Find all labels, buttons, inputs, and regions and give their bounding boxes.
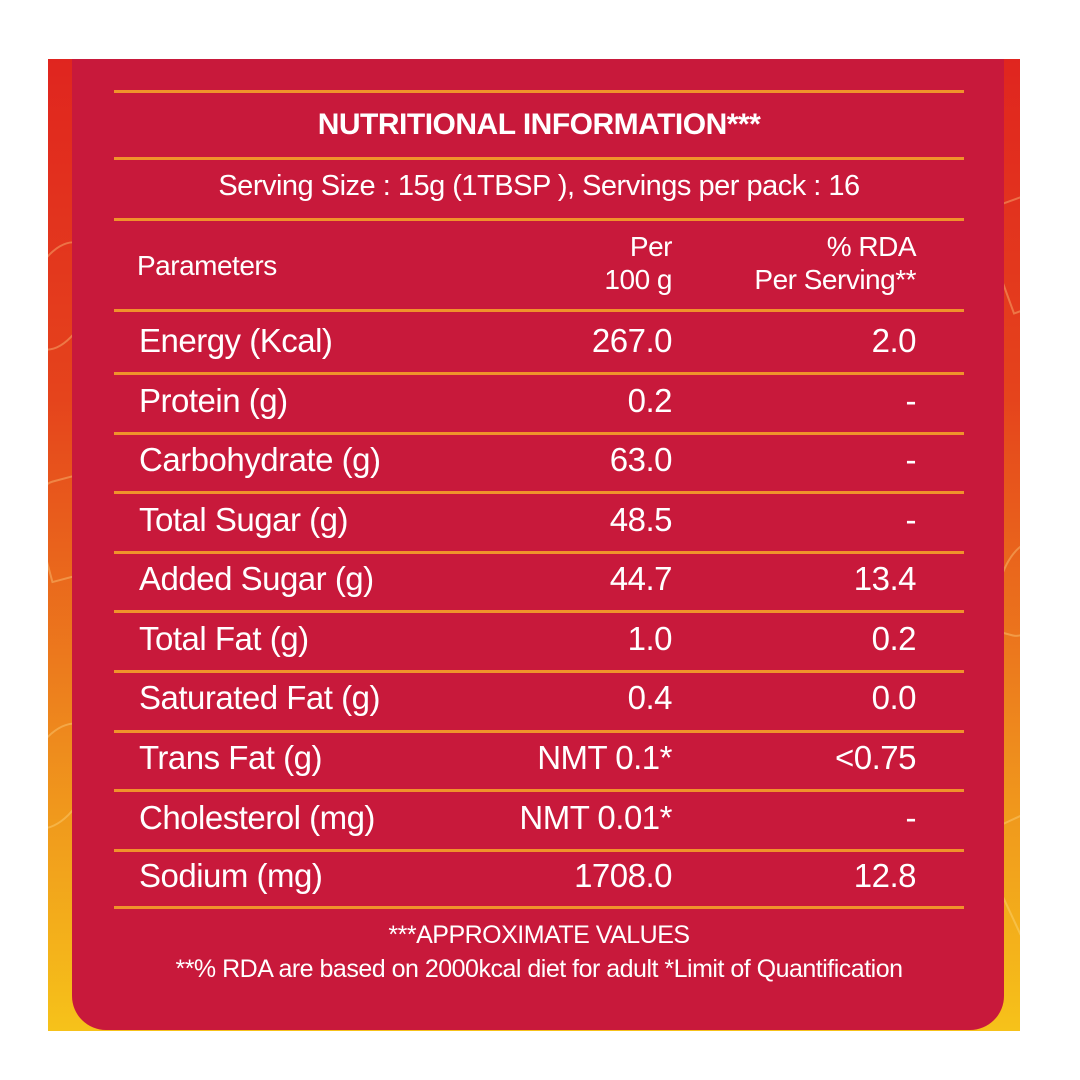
header-per-line2: 100 g — [604, 264, 672, 295]
row-total-fat-per100g: 1.0 — [627, 620, 673, 657]
row-total-sugar-rda: - — [905, 501, 917, 538]
row-total-fat-rda: 0.2 — [871, 620, 917, 657]
header-rda-line1: % RDA — [826, 231, 917, 262]
row-carbohydrate-rda: - — [905, 441, 917, 478]
row-protein-per100g: 0.2 — [627, 382, 673, 419]
row-protein-rda: - — [905, 382, 917, 419]
divider — [114, 218, 964, 221]
divider — [114, 849, 964, 852]
row-cholesterol-rda: - — [905, 799, 917, 836]
divider — [114, 551, 964, 554]
header-parameters: Parameters — [137, 250, 277, 281]
row-trans-fat-rda: <0.75 — [835, 739, 917, 776]
row-energy-name: Energy (Kcal) — [139, 322, 333, 359]
row-saturated-fat-name: Saturated Fat (g) — [139, 679, 380, 716]
divider — [114, 432, 964, 435]
header-rda-line2: Per Serving** — [754, 264, 916, 295]
divider — [114, 90, 964, 93]
header-rda: % RDA Per Serving** — [754, 230, 916, 296]
serving-info: Serving Size : 15g (1TBSP ), Servings pe… — [218, 170, 860, 202]
divider — [114, 789, 964, 792]
divider — [114, 309, 964, 312]
row-energy-per100g: 267.0 — [591, 322, 673, 359]
row-added-sugar-name: Added Sugar (g) — [139, 560, 374, 597]
row-trans-fat-per100g: NMT 0.1* — [537, 739, 672, 776]
row-cholesterol-name: Cholesterol (mg) — [139, 799, 375, 836]
row-protein-name: Protein (g) — [139, 382, 288, 419]
divider — [114, 610, 964, 613]
panel-title: NUTRITIONAL INFORMATION*** — [317, 108, 761, 141]
row-carbohydrate-per100g: 63.0 — [609, 441, 673, 478]
row-total-sugar-name: Total Sugar (g) — [139, 501, 348, 538]
footnote-rda-basis: **% RDA are based on 2000kcal diet for a… — [175, 955, 903, 983]
divider — [114, 906, 964, 909]
row-sodium-rda: 12.8 — [853, 857, 917, 894]
row-energy-rda: 2.0 — [871, 322, 917, 359]
row-added-sugar-per100g: 44.7 — [609, 560, 673, 597]
row-total-sugar-per100g: 48.5 — [609, 501, 673, 538]
row-saturated-fat-rda: 0.0 — [871, 679, 917, 716]
row-sodium-name: Sodium (mg) — [139, 857, 323, 894]
row-trans-fat-name: Trans Fat (g) — [139, 739, 322, 776]
row-cholesterol-per100g: NMT 0.01* — [519, 799, 672, 836]
divider — [114, 670, 964, 673]
header-per-100g: Per 100 g — [604, 230, 672, 296]
row-sodium-per100g: 1708.0 — [574, 857, 672, 894]
row-saturated-fat-per100g: 0.4 — [627, 679, 673, 716]
footnote-approximate: ***APPROXIMATE VALUES — [388, 921, 690, 949]
divider — [114, 157, 964, 160]
row-total-fat-name: Total Fat (g) — [139, 620, 309, 657]
divider — [114, 491, 964, 494]
divider — [114, 730, 964, 733]
row-carbohydrate-name: Carbohydrate (g) — [139, 441, 381, 478]
header-per-line1: Per — [629, 231, 673, 262]
divider — [114, 372, 964, 375]
row-added-sugar-rda: 13.4 — [853, 560, 917, 597]
